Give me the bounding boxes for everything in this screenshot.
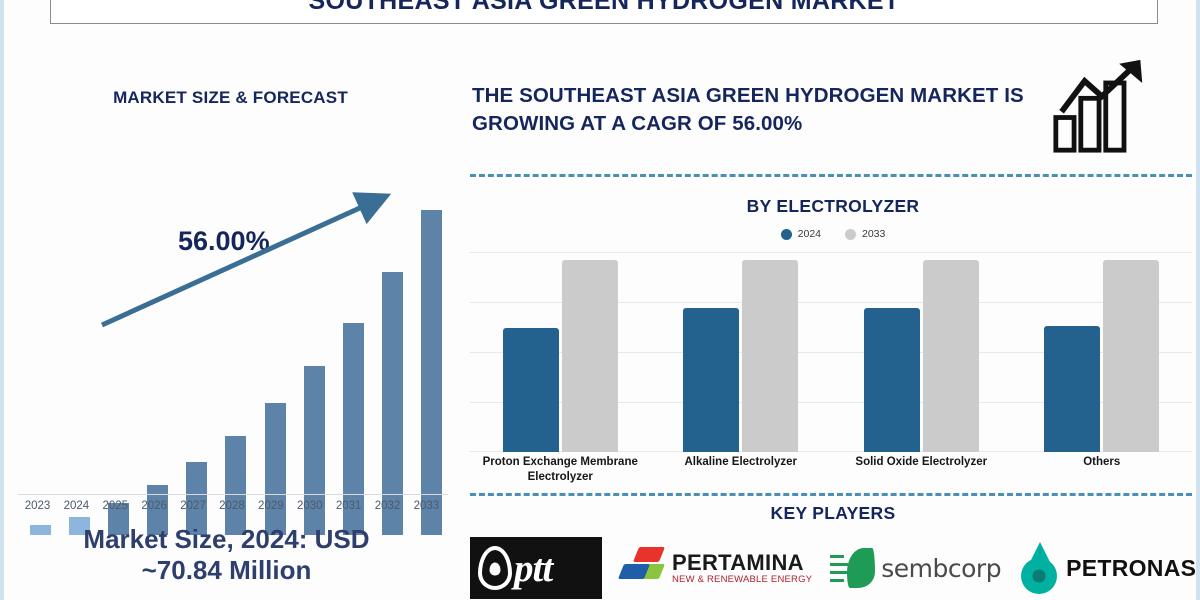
year-label: 2023 [24,500,51,512]
year-label: 2027 [180,500,206,512]
left-panel: MARKET SIZE & FORECAST 56.00% [8,40,453,596]
player-sembcorp[interactable]: sembcorp [830,537,1002,599]
market-size-bar [147,485,169,535]
market-size-year-labels: 2023 2024 2025 2026 2027 2028 2029 2030 2031 2032… [22,500,442,512]
petronas-label: PETRONAS [1066,554,1197,581]
legend-label: 2024 [797,228,821,240]
market-size-bars [26,190,446,535]
pertamina-label: PERTAMINA [672,550,804,576]
player-ptt[interactable]: ptt [470,537,602,599]
by-electrolyzer-chart [470,252,1192,452]
electrolyzer-category-labels: Proton Exchange Membrane Electrolyzer Alk… [470,455,1192,485]
petronas-droplet [1021,558,1058,594]
gridline [470,252,1192,253]
petronas-logo [1019,542,1061,594]
legend-item[interactable]: 2024 [780,228,821,240]
electrolyzer-category-label: Alkaline Electrolyzer [684,456,798,468]
divider-top [470,174,1192,177]
market-size-bar [108,502,130,535]
market-size-bar [264,402,286,535]
market-size-forecast-chart [26,190,446,535]
market-size-bar [225,436,247,535]
electrolyzer-bar-group [480,260,640,452]
market-size-bar [303,366,325,535]
year-label: 2026 [141,500,167,512]
electrolyzer-category-label: Others [1083,456,1121,468]
gridline [470,451,1192,452]
electrolyzer-bar-groups [470,252,1192,452]
market-size-bar [186,462,208,535]
electrolyzer-bar-2024 [683,308,740,452]
market-size-bar [381,272,403,535]
year-label: 2033 [413,500,440,512]
electrolyzer-bar-2033 [1103,260,1160,452]
player-petronas[interactable]: PETRONAS [1019,537,1196,599]
sembcorp-label: sembcorp [881,553,1002,583]
right-panel: THE SOUTHEAST ASIA GREEN HYDROGEN MARKET… [466,0,1196,600]
gridline [470,402,1192,403]
cagr-statement: THE SOUTHEAST ASIA GREEN HYDROGEN MARKET… [472,84,1024,136]
player-pertamina[interactable]: PERTAMINA NEW & RENEWABLE ENERGY [617,537,812,599]
year-label: 2032 [374,500,401,512]
pertamina-logo [617,545,666,591]
electrolyzer-bar-group [661,260,821,452]
year-label: 2031 [335,500,362,512]
market-size-bar [69,516,91,535]
market-size-line-1: Market Size, 2024: USD [83,524,370,554]
by-electrolyzer-title: BY ELECTROLYZER [746,196,920,216]
legend-dot-icon [845,228,856,240]
year-label: 2029 [258,500,284,512]
flame-icon [478,546,512,590]
gridline [470,352,1192,353]
left-chart-baseline [18,494,448,495]
pertamina-red-shape [632,547,666,562]
ptt-label: ptt [514,546,553,590]
legend-item[interactable]: 2033 [845,228,885,240]
electrolyzer-bar-group [1022,260,1182,452]
electrolyzer-bar-group [841,260,1001,452]
sembcorp-logo [830,545,876,591]
key-players-title: KEY PLAYERS [770,503,896,523]
year-label: 2025 [102,500,129,512]
electrolyzer-bar-2033 [742,260,799,452]
year-label: 2030 [296,500,323,512]
market-size-bar [342,323,364,535]
electrolyzer-bar-2024 [863,308,920,452]
bar-chart-growth-icon [1053,59,1143,153]
electrolyzer-legend: 2024 2033 [466,228,1196,240]
legend-label: 2033 [862,228,886,240]
pertamina-sublabel: NEW & RENEWABLE ENERGY [672,573,813,585]
market-size-bar [30,524,51,535]
leaf-icon [847,548,876,588]
legend-dot-icon [780,228,792,240]
divider-bottom [470,493,1192,496]
key-players-logos: ptt PERTAMINA NEW & RENEWABLE ENERGY [466,536,1196,600]
pertamina-text: PERTAMINA NEW & RENEWABLE ENERGY [672,551,812,584]
page-title: SOUTHEAST ASIA GREEN HYDROGEN MARKET [308,0,900,15]
market-size-bar [420,210,442,535]
year-label: 2024 [63,500,90,512]
page-title-box: SOUTHEAST ASIA GREEN HYDROGEN MARKET [50,0,1158,24]
market-size-line-2: ~70.84 Million [141,555,312,586]
year-label: 2028 [219,500,245,512]
gridline [470,302,1192,303]
electrolyzer-bar-2024 [502,328,559,452]
electrolyzer-category-label: Proton Exchange Membrane Electrolyzer [482,456,638,483]
electrolyzer-category-label: Solid Oxide Electrolyzer [855,456,988,468]
market-size-forecast-heading: MARKET SIZE & FORECAST [113,88,348,107]
electrolyzer-bar-2033 [922,260,979,452]
ptt-logo: ptt [470,537,602,599]
electrolyzer-bar-2033 [561,260,618,452]
market-size-value: Market Size, 2024: USD ~70.84 Million [4,524,449,586]
electrolyzer-bar-2024 [1044,326,1101,452]
